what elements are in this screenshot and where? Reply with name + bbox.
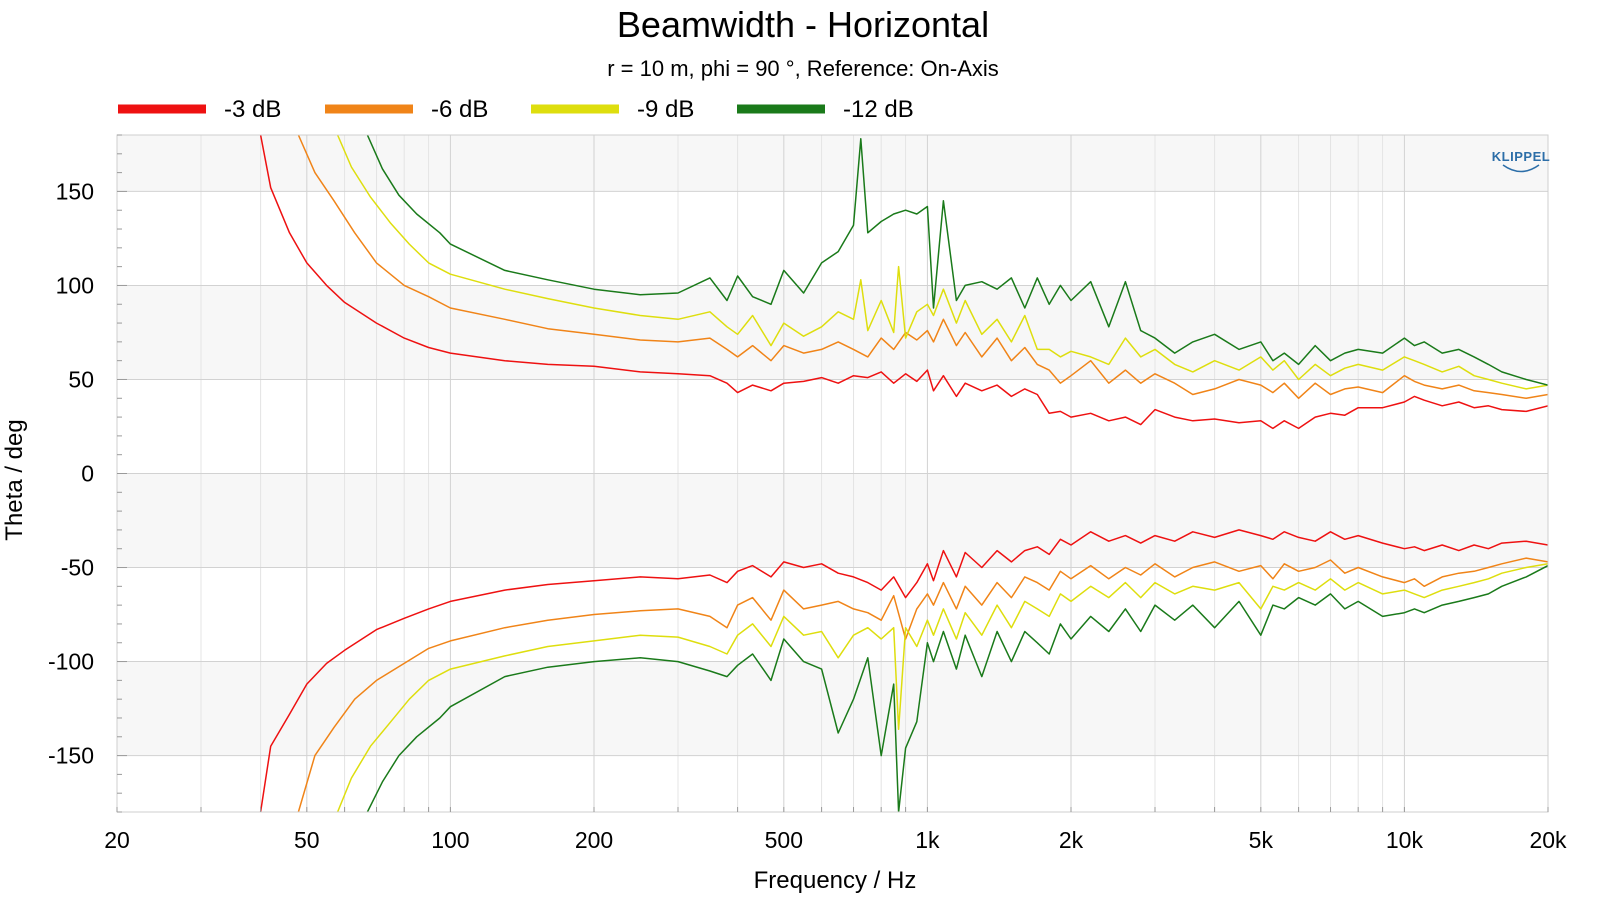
chart-title: Beamwidth - Horizontal — [617, 4, 989, 45]
x-tick-label: 200 — [575, 827, 613, 853]
y-axis-label: Theta / deg — [1, 419, 28, 540]
x-tick-label: 10k — [1386, 827, 1424, 853]
y-tick-label: 100 — [56, 272, 94, 298]
chart-subtitle: r = 10 m, phi = 90 °, Reference: On-Axis — [607, 56, 999, 81]
y-tick-label: -150 — [48, 743, 94, 769]
series-line-1-lower — [259, 529, 1548, 812]
y-tick-label: 50 — [68, 366, 94, 392]
x-tick-label: 500 — [765, 827, 803, 853]
grid — [117, 135, 1548, 812]
series-line-4-upper — [366, 135, 1548, 386]
legend: -3 dB -6 dB -9 dB -12 dB — [118, 96, 914, 123]
logo-text: KLIPPEL — [1492, 149, 1550, 164]
klippel-logo: KLIPPEL — [1492, 149, 1550, 173]
legend-label-2: -6 dB — [431, 96, 488, 123]
plot-bands — [117, 191, 1548, 812]
series-layer — [259, 135, 1548, 812]
logo-swoosh — [1502, 164, 1540, 173]
series-line-3-lower — [336, 563, 1548, 812]
plot-band — [117, 567, 1548, 662]
x-axis-label: Frequency / Hz — [754, 867, 917, 894]
plot-band — [117, 191, 1548, 286]
legend-label-1: -3 dB — [224, 96, 281, 123]
legend-label-4: -12 dB — [843, 96, 914, 123]
x-tick-label: 20k — [1529, 827, 1567, 853]
y-tick-label: 150 — [56, 178, 94, 204]
plot-band — [117, 379, 1548, 474]
x-axis: 20 50 100 200 500 1k 2k 5k 10k 20k — [104, 807, 1567, 853]
y-tick-label: -100 — [48, 649, 94, 675]
legend-label-3: -9 dB — [637, 96, 694, 123]
series-line-4-lower — [366, 564, 1548, 812]
x-tick-label: 20 — [104, 827, 130, 853]
x-tick-label: 1k — [915, 827, 940, 853]
x-tick-label: 2k — [1059, 827, 1084, 853]
x-tick-label: 5k — [1249, 827, 1274, 853]
series-line-2-upper — [297, 135, 1548, 400]
series-line-1-upper — [259, 135, 1548, 430]
y-tick-label: 0 — [81, 461, 94, 487]
series-line-3-upper — [336, 135, 1548, 390]
y-tick-label: -50 — [61, 555, 94, 581]
x-tick-label: 100 — [431, 827, 469, 853]
series-line-2-lower — [297, 557, 1548, 812]
plot-band — [117, 755, 1548, 812]
y-axis: 150 100 50 0 -50 -100 -150 — [48, 134, 127, 813]
x-tick-label: 50 — [294, 827, 320, 853]
